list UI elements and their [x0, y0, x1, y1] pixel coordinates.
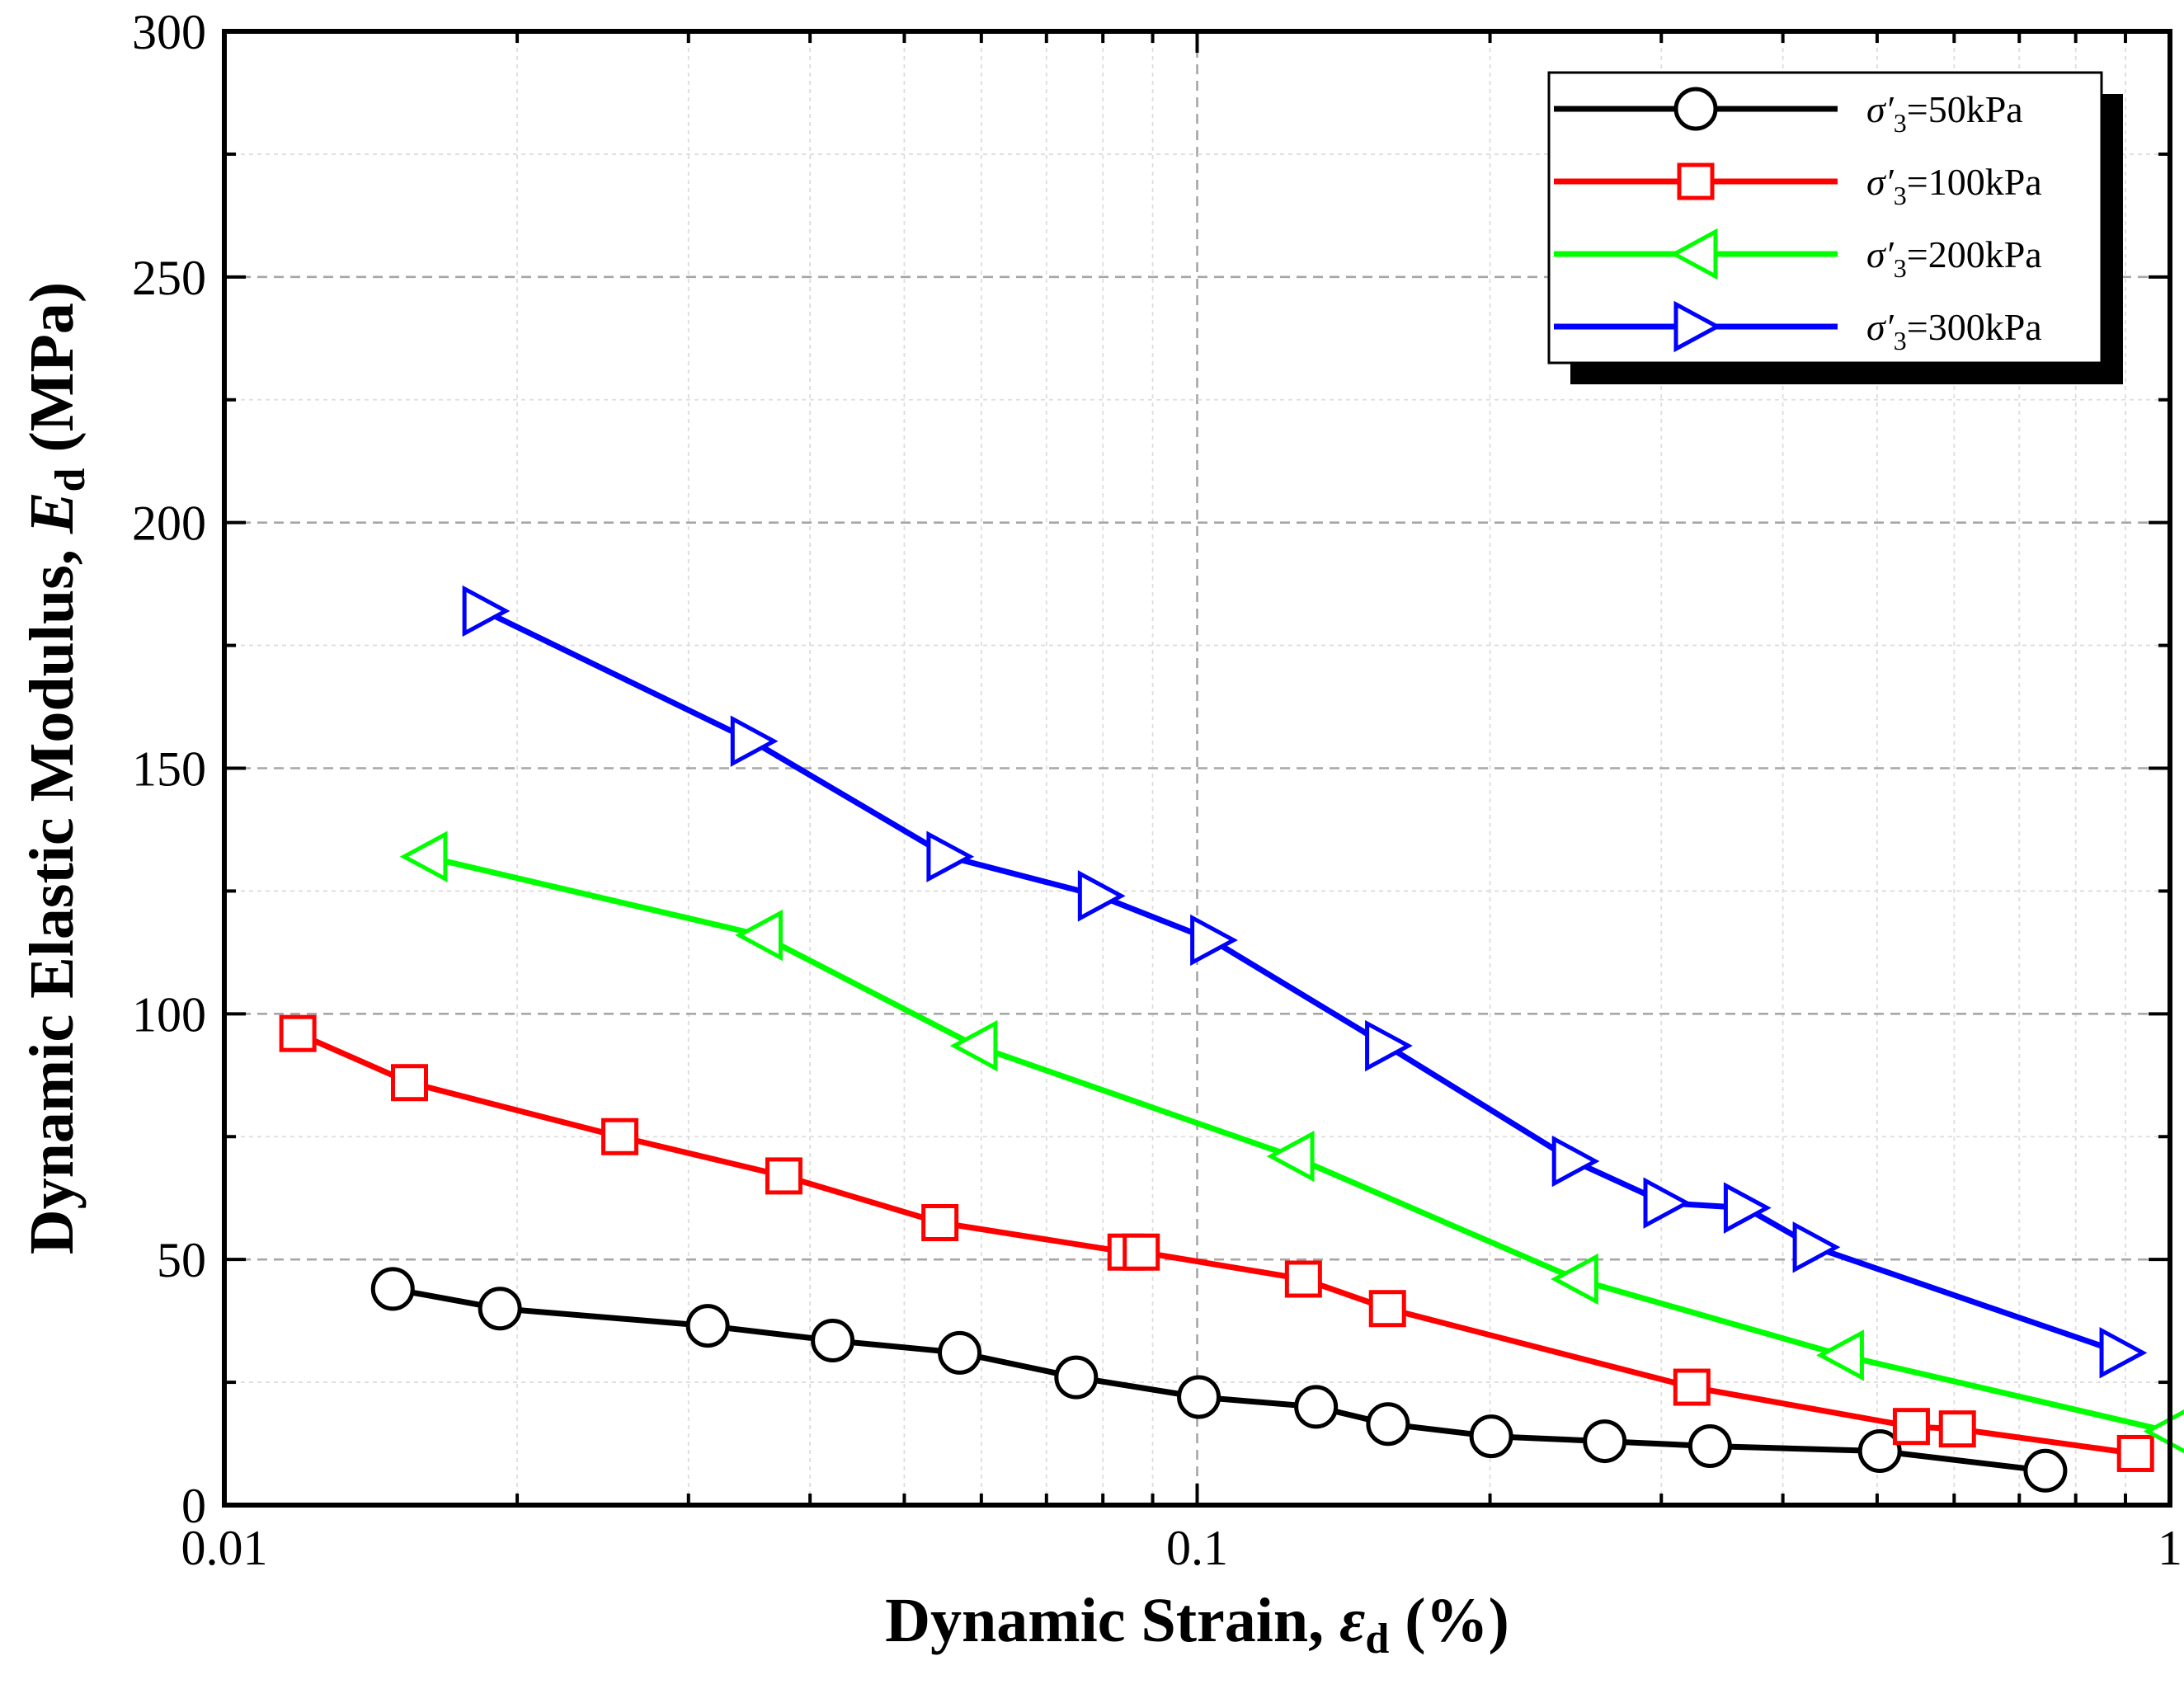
data-point — [1816, 1329, 1864, 1381]
data-point — [462, 585, 511, 637]
legend-item: σ′3=100kPa — [1554, 161, 2042, 210]
legend-label: σ′3=100kPa — [1866, 161, 2042, 210]
data-point — [1643, 1177, 1692, 1229]
data-point — [1284, 1260, 1322, 1298]
data-point — [1583, 1419, 1627, 1464]
y-axis-title-subscript: d — [47, 468, 94, 492]
x-tick-label: 0.1 — [1166, 1521, 1228, 1575]
legend-item: σ′3=50kPa — [1554, 87, 2023, 138]
legend-marker — [1677, 162, 1715, 200]
data-point — [1294, 1385, 1339, 1429]
y-tick-label: 50 — [157, 1233, 206, 1287]
series-1 — [279, 1014, 2154, 1472]
data-point — [2116, 1434, 2154, 1472]
legend-item: σ′3=200kPa — [1554, 228, 2042, 283]
series-0 — [370, 1267, 2068, 1493]
data-point — [1551, 1135, 1600, 1188]
data-point — [2023, 1448, 2068, 1493]
data-point — [1673, 1368, 1711, 1406]
data-point — [1123, 1233, 1160, 1271]
y-tick-label: 300 — [132, 5, 206, 59]
legend-label-value: =300kPa — [1907, 306, 2042, 348]
legend-label: σ′3=200kPa — [1866, 233, 2042, 283]
data-point — [1723, 1182, 1772, 1234]
data-point — [685, 1304, 730, 1348]
data-point — [1177, 1375, 1221, 1419]
legend-marker — [1669, 228, 1718, 280]
y-axis-title-unit: (MPa) — [17, 282, 87, 468]
data-point — [478, 1287, 522, 1331]
y-tick-labels: 0 50 100 150 200 250 300 — [132, 5, 206, 1533]
data-point — [1366, 1402, 1410, 1447]
series-2 — [399, 830, 2184, 1454]
legend-label-subscript: 3 — [1894, 108, 1907, 138]
data-point — [601, 1117, 639, 1155]
data-point — [938, 1330, 982, 1375]
legend-label-value: =50kPa — [1907, 88, 2023, 130]
data-point — [279, 1014, 317, 1052]
data-point — [1469, 1414, 1513, 1459]
legend-label-symbol: σ′ — [1866, 306, 1895, 348]
legend-label-subscript: 3 — [1894, 253, 1907, 283]
y-axis-title-text: Dynamic Elastic Modulus, — [17, 534, 87, 1254]
legend-label-symbol: σ′ — [1866, 161, 1895, 203]
y-tick-label: 250 — [132, 251, 206, 305]
x-tick-label: 0.01 — [181, 1521, 268, 1575]
y-axis-title-symbol: E — [17, 492, 87, 534]
x-tick-labels: 0.01 0.1 1 — [181, 1521, 2183, 1575]
y-tick-label: 200 — [132, 496, 206, 551]
data-point — [949, 1019, 998, 1072]
data-point — [1938, 1410, 1976, 1448]
data-point — [399, 830, 448, 882]
data-point — [370, 1267, 415, 1311]
x-axis-title-subscript: d — [1365, 1616, 1389, 1663]
data-point — [921, 1203, 959, 1241]
data-point — [1190, 914, 1238, 967]
data-point — [1857, 1428, 1902, 1473]
data-point — [1054, 1355, 1099, 1400]
data-point — [2099, 1327, 2148, 1379]
legend-label: σ′3=300kPa — [1866, 306, 2042, 355]
y-tick-label: 0 — [181, 1479, 206, 1533]
data-point — [1365, 1019, 1413, 1072]
y-axis-title: Dynamic Elastic Modulus, Ed (MPa) — [17, 282, 94, 1254]
legend-marker — [1673, 87, 1718, 131]
legend-box — [1547, 71, 2103, 365]
data-point — [926, 830, 975, 882]
y-tick-label: 150 — [132, 742, 206, 797]
series-layer — [279, 585, 2184, 1493]
data-point — [1792, 1221, 1841, 1273]
x-axis-title-text: Dynamic Strain, — [885, 1586, 1339, 1655]
data-point — [1368, 1290, 1406, 1328]
x-tick-label: 1 — [2158, 1521, 2182, 1575]
data-point — [1266, 1130, 1315, 1183]
data-point — [765, 1157, 803, 1195]
legend-label-value: =100kPa — [1907, 161, 2042, 203]
y-tick-label: 100 — [132, 987, 206, 1042]
data-point — [1077, 870, 1126, 922]
data-point — [1687, 1424, 1732, 1469]
x-axis-title: Dynamic Strain, εd (%) — [885, 1586, 1509, 1663]
legend-item: σ′3=300kPa — [1554, 300, 2042, 355]
plot-frame — [222, 29, 2172, 1508]
legend-label-symbol: σ′ — [1866, 88, 1895, 130]
series-3 — [462, 585, 2148, 1379]
legend-label: σ′3=50kPa — [1866, 88, 2023, 138]
legend-label-value: =200kPa — [1907, 233, 2042, 275]
legend-label-subscript: 3 — [1894, 181, 1907, 210]
data-point — [730, 715, 779, 767]
data-point — [390, 1064, 428, 1102]
data-point — [735, 909, 783, 962]
data-point — [811, 1318, 855, 1362]
legend-marker — [1673, 300, 1722, 353]
data-point — [1551, 1253, 1598, 1306]
data-point — [1892, 1408, 1930, 1446]
x-axis-title-symbol: ε — [1339, 1586, 1365, 1655]
legend-label-symbol: σ′ — [1866, 233, 1895, 275]
x-axis-title-unit: (%) — [1389, 1586, 1509, 1655]
legend-label-subscript: 3 — [1894, 326, 1907, 355]
